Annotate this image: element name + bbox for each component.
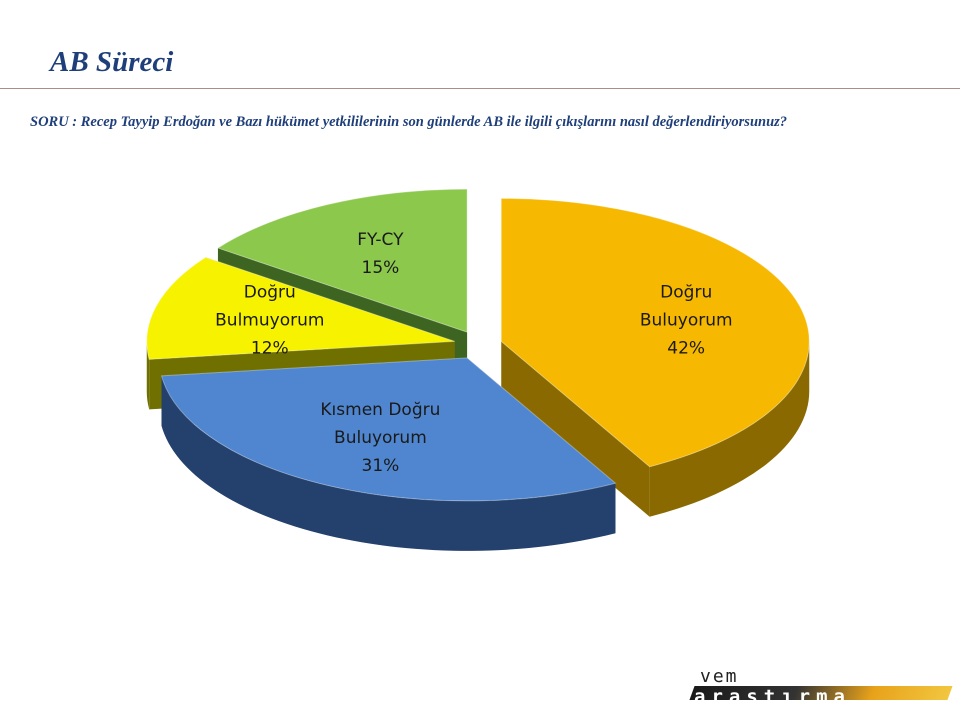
pie-slice-value-label: 15%: [362, 258, 400, 278]
pie-slice-category-label: Kısmen Doğru: [320, 400, 440, 420]
pie-slice: [500, 197, 810, 468]
slide-title: AB Süreci: [50, 46, 174, 78]
pie-slice-side: [501, 341, 810, 517]
survey-question: SORU : Recep Tayyip Erdoğan ve Bazı hükü…: [30, 114, 788, 130]
pie-slice-outer-wall: [161, 375, 616, 551]
pie-slice-value-label: 12%: [251, 338, 289, 358]
pie-slice-outer-wall: [649, 341, 810, 517]
pie-slice: [146, 256, 455, 360]
title-divider: [0, 88, 960, 89]
pie-slice-outer-wall: [146, 341, 150, 410]
pie-slice-category-label: Doğru: [244, 282, 296, 302]
pie-slice-category-label: Doğru: [660, 282, 712, 302]
pie-slice-category-label: Buluyorum: [640, 310, 733, 330]
pie-slice: [216, 188, 468, 333]
logo-text-top: vem: [700, 666, 739, 687]
pie-slice-value-label: 42%: [667, 338, 705, 358]
pie-slice-category-label: Bulmuyorum: [215, 310, 324, 330]
logo-text-bottom: araştırma: [694, 686, 851, 708]
pie-slice-cut-wall: [501, 341, 650, 517]
pie-slice-category-label: FY-CY: [357, 230, 404, 250]
pie-slice: [160, 357, 617, 502]
pie-slice-value-label: 31%: [362, 456, 400, 476]
company-logo: vem araştırma: [686, 660, 956, 716]
pie-slice-category-label: Buluyorum: [334, 428, 427, 448]
